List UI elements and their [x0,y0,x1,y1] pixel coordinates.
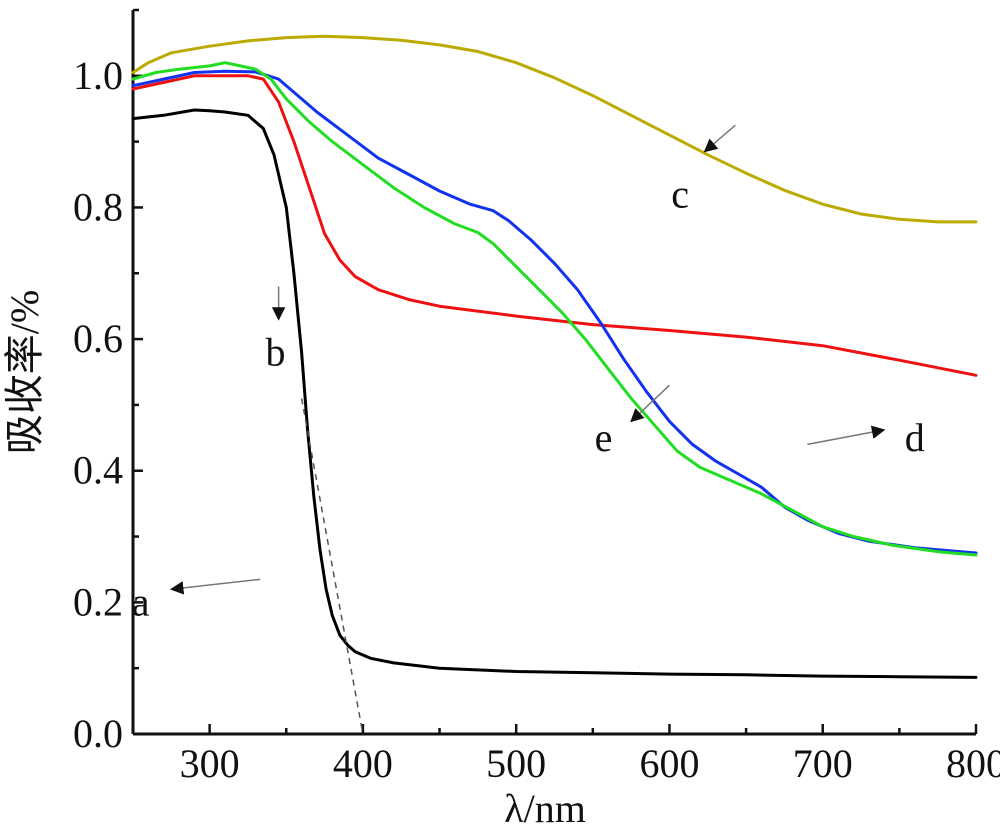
curve-label-c: c [671,171,689,216]
y-axis-label: 吸收率/% [2,290,47,454]
series-line-c [131,34,978,224]
x-tick-label: 500 [486,741,546,786]
pointer-arrow-d [807,425,886,446]
pointer-arrow-c [703,124,736,153]
chart-ticks: 300 400 500 600 700 800 0.0 0.2 0.4 0.6 0.8 1.0 [73,8,1000,786]
x-axis-label: λ/nm [504,786,586,831]
curve-label-d: d [905,415,925,460]
x-tick-label: 800 [946,741,1000,786]
y-tick-label: 0.0 [73,711,123,756]
x-tick-label: 400 [333,741,393,786]
x-tick-label: 300 [180,741,240,786]
series-line-b [131,74,978,377]
x-tick-label: 600 [639,741,699,786]
chart-annotations: a b c d e [132,124,925,735]
chart-axes [131,10,976,736]
series-line-a [131,108,978,679]
y-tick-label: 0.4 [73,448,123,493]
pointer-arrow-e [630,384,670,423]
x-tick-label: 700 [793,741,853,786]
series-line-d [131,69,978,555]
tangent-dashed-line [300,398,364,735]
curve-label-a: a [132,580,150,625]
curve-label-b: b [266,329,286,374]
y-tick-label: 0.2 [73,579,123,624]
y-tick-label: 1.0 [73,53,123,98]
curve-label-e: e [595,415,613,460]
chart-series [131,34,978,679]
y-tick-label: 0.8 [73,184,123,229]
pointer-arrow-a [169,578,261,595]
series-line-e [131,61,978,557]
y-tick-label: 0.6 [73,316,123,361]
